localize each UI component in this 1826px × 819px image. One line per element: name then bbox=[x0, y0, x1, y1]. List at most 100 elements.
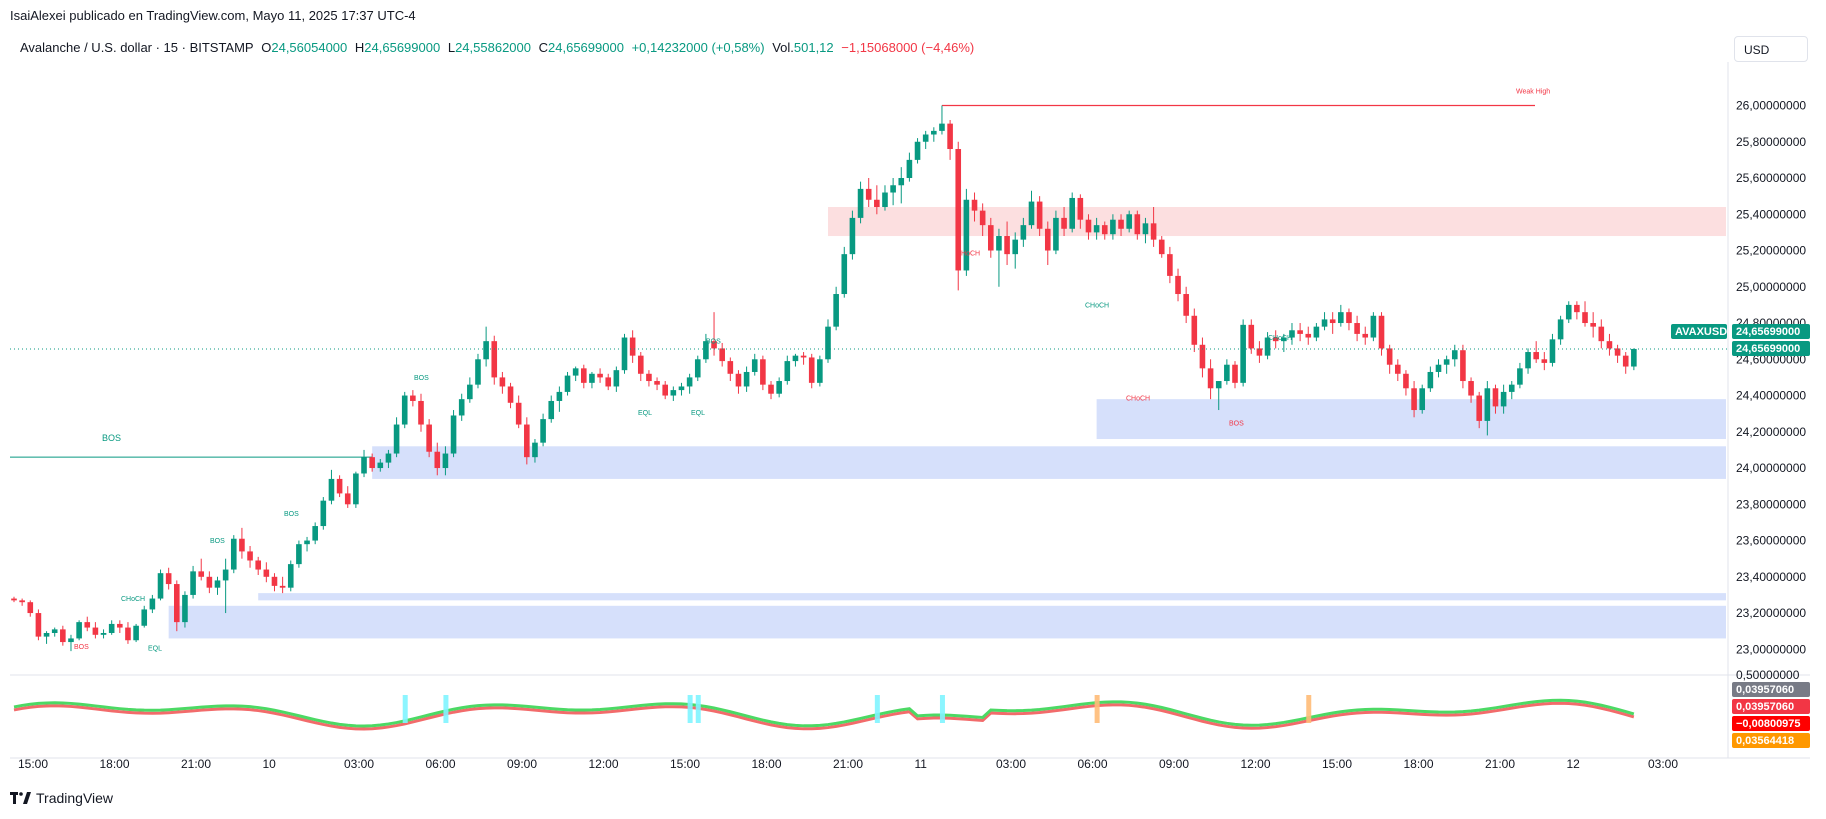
candle-body bbox=[1085, 219, 1092, 233]
candle-body bbox=[1110, 219, 1116, 235]
candle-body bbox=[857, 188, 864, 218]
oscillator-spike bbox=[695, 695, 701, 723]
candle-body bbox=[467, 384, 473, 400]
candle-body bbox=[222, 569, 229, 581]
candle-body bbox=[1093, 225, 1100, 233]
tradingview-brand: TradingView bbox=[36, 790, 114, 806]
candle-body bbox=[939, 123, 945, 131]
time-tick-label: 11 bbox=[915, 757, 928, 771]
structure-label-bos: BOS bbox=[1229, 421, 1244, 428]
candle-body bbox=[1549, 339, 1556, 363]
time-tick-label: 18:00 bbox=[1404, 757, 1434, 771]
candle-body bbox=[1232, 364, 1238, 383]
price-tick-label: 25,80000000 bbox=[1736, 135, 1806, 149]
candle-body bbox=[1061, 217, 1067, 229]
time-tick-label: 21:00 bbox=[833, 757, 863, 771]
time-tick-label: 18:00 bbox=[100, 757, 130, 771]
currency-button[interactable]: USD bbox=[1734, 36, 1808, 62]
tradingview-logo[interactable]: TradingView bbox=[10, 790, 113, 806]
candle-body bbox=[1606, 341, 1613, 349]
candle-body bbox=[1158, 239, 1165, 255]
price-tick-label: 23,60000000 bbox=[1736, 534, 1806, 548]
candle-body bbox=[686, 377, 693, 387]
candle-body bbox=[165, 573, 172, 585]
candle-body bbox=[1492, 388, 1499, 407]
last-price-badge-2 bbox=[1732, 340, 1810, 356]
zone-demand-2 bbox=[372, 446, 1726, 479]
oscillator-spike bbox=[402, 695, 408, 723]
symbol-legend: Avalanche / U.S. dollar · 15 · BITSTAMP … bbox=[20, 40, 978, 55]
candle-body bbox=[84, 622, 91, 628]
candle-body bbox=[296, 544, 302, 565]
time-tick-label: 09:00 bbox=[1159, 757, 1189, 771]
candle-body bbox=[27, 602, 34, 614]
candle-body bbox=[141, 609, 148, 626]
time-tick-label: 09:00 bbox=[507, 757, 537, 771]
candle-body bbox=[621, 337, 628, 371]
price-tick-label: 25,60000000 bbox=[1736, 171, 1806, 185]
candle-body bbox=[1533, 352, 1539, 360]
candle-body bbox=[182, 594, 188, 623]
candle-body bbox=[108, 623, 115, 633]
candle-body bbox=[1598, 326, 1605, 342]
price-tick-label: 23,40000000 bbox=[1736, 570, 1806, 584]
candle-body bbox=[711, 341, 717, 349]
structure-label-bos: BOS bbox=[210, 538, 225, 545]
candle-body bbox=[1508, 384, 1515, 392]
candle-body bbox=[1614, 348, 1621, 356]
candle-body bbox=[43, 632, 50, 637]
candle-body bbox=[1167, 254, 1173, 276]
candle-body bbox=[287, 564, 294, 588]
zone-demand-3 bbox=[258, 593, 1727, 601]
time-tick-label: 15:00 bbox=[1322, 757, 1352, 771]
candle-body bbox=[629, 337, 636, 356]
time-tick-label: 03:00 bbox=[344, 757, 374, 771]
candle-body bbox=[1565, 304, 1572, 320]
candle-body bbox=[694, 359, 701, 378]
weak-high-label: Weak High bbox=[1516, 89, 1550, 96]
volume-value: 501,12 bbox=[793, 40, 834, 55]
candle-body bbox=[51, 629, 58, 633]
candle-body bbox=[1036, 201, 1043, 229]
candle-body bbox=[572, 368, 579, 376]
candle-body bbox=[1484, 388, 1491, 421]
candle-body bbox=[1101, 225, 1108, 235]
candle-body bbox=[1419, 388, 1426, 411]
candle-body bbox=[825, 326, 831, 360]
oscillator-value-badge bbox=[1732, 682, 1810, 697]
structure-label-bos: BOS bbox=[102, 433, 121, 443]
price-tick-label: 23,80000000 bbox=[1736, 497, 1806, 511]
candle-body bbox=[60, 629, 66, 643]
candle-body bbox=[385, 453, 392, 463]
candle-body bbox=[1460, 350, 1466, 382]
high-label: H bbox=[354, 40, 365, 55]
candle-body bbox=[1411, 388, 1417, 411]
candle-body bbox=[35, 613, 42, 637]
candle-body bbox=[1451, 350, 1458, 360]
candle-body bbox=[328, 478, 335, 501]
candle-body bbox=[646, 373, 652, 382]
candle-body bbox=[1150, 223, 1157, 240]
candle-body bbox=[1281, 337, 1287, 342]
candle-body bbox=[1199, 344, 1206, 369]
price-tick-label: 23,00000000 bbox=[1736, 642, 1806, 656]
time-tick-label: 18:00 bbox=[752, 757, 782, 771]
candle-body bbox=[784, 361, 791, 382]
candle-body bbox=[198, 571, 205, 577]
candle-body bbox=[751, 359, 758, 372]
oscillator-signal-line bbox=[13, 701, 1635, 731]
structure-label-bos: BOS bbox=[706, 339, 721, 346]
oscillator-value-badge bbox=[1732, 733, 1810, 748]
oscillator-spike bbox=[1306, 695, 1312, 723]
candle-body bbox=[1183, 294, 1189, 316]
time-tick-label: 21:00 bbox=[181, 757, 211, 771]
candle-body bbox=[1338, 312, 1344, 324]
structure-label-choch: CHoCH bbox=[1268, 335, 1292, 342]
candle-body bbox=[703, 341, 709, 360]
candle-body bbox=[361, 457, 367, 474]
oscillator-value-badge bbox=[1732, 699, 1810, 714]
time-tick-label: 06:00 bbox=[1078, 757, 1108, 771]
oscillator-value-text: 0,03564418 bbox=[1736, 735, 1794, 747]
last-price-badge-text-2: 24,65699000 bbox=[1736, 343, 1800, 355]
